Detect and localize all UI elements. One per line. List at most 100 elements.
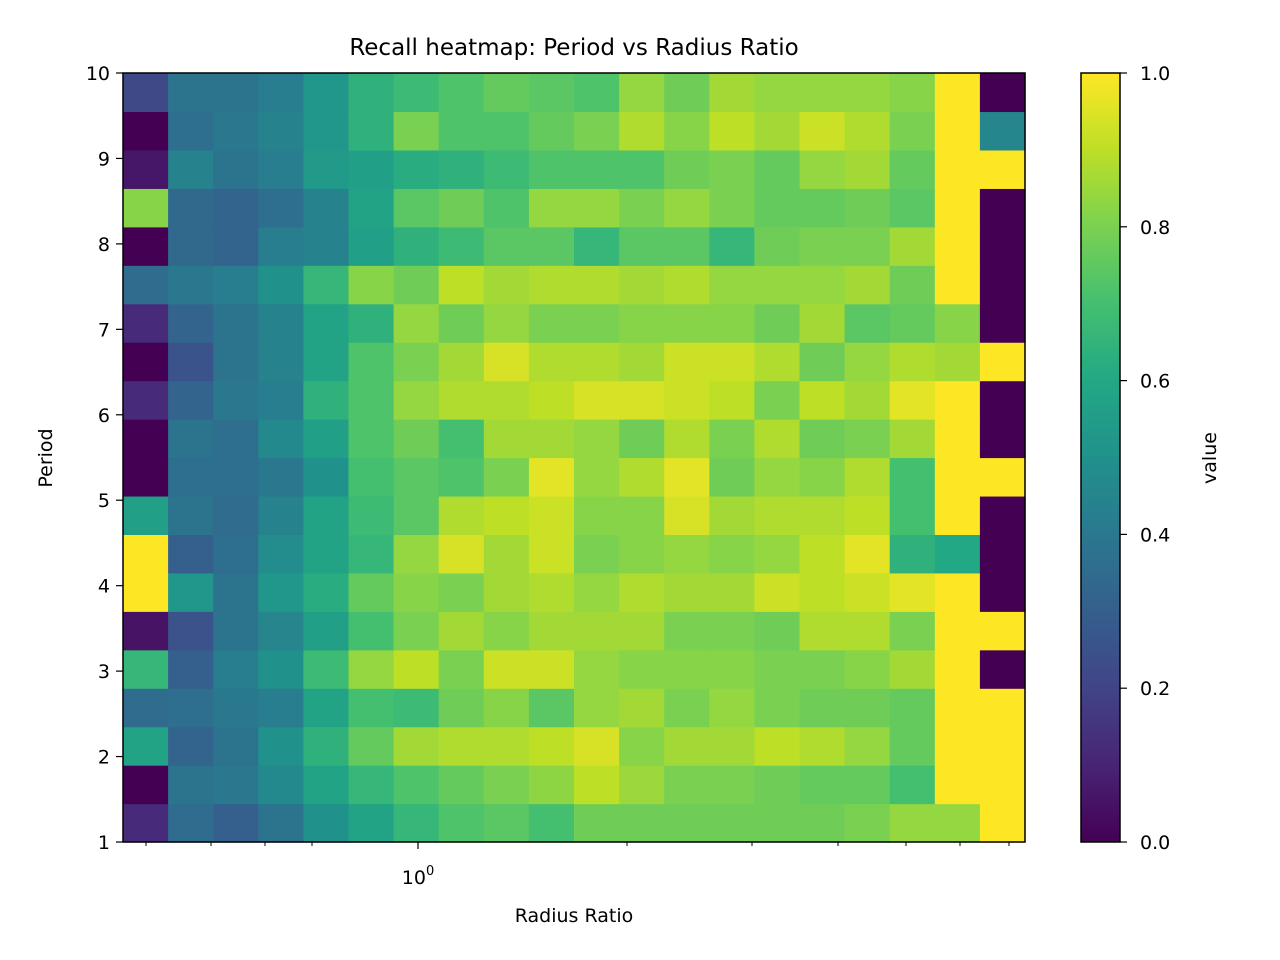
heatmap-cell <box>934 226 981 266</box>
heatmap-cell <box>979 803 1026 843</box>
heatmap-cell <box>709 342 755 382</box>
heatmap-cell <box>934 188 981 228</box>
heatmap-cell <box>619 303 665 343</box>
heatmap-cell <box>483 765 530 805</box>
heatmap-cell <box>258 611 304 651</box>
heatmap-cell <box>619 572 665 612</box>
heatmap-cell <box>348 495 395 535</box>
heatmap-cell <box>844 149 891 189</box>
heatmap-cell <box>799 419 846 459</box>
heatmap-cell <box>123 342 169 382</box>
heatmap-cell <box>664 303 710 343</box>
heatmap-cell <box>438 534 485 574</box>
heatmap-cell <box>619 457 665 497</box>
heatmap-cell <box>619 149 665 189</box>
heatmap-cell <box>528 342 575 382</box>
heatmap-cell <box>213 726 259 766</box>
heatmap-cell <box>348 419 395 459</box>
heatmap-cell <box>979 765 1026 805</box>
heatmap-cell <box>348 111 395 151</box>
y-tick-label: 3 <box>98 661 110 683</box>
heatmap-cell <box>664 457 710 497</box>
heatmap-cell <box>213 572 259 612</box>
heatmap-cell <box>664 765 710 805</box>
heatmap-cell <box>213 265 259 305</box>
heatmap-cell <box>123 765 169 805</box>
heatmap-cell <box>889 303 936 343</box>
heatmap-cell <box>799 611 846 651</box>
chart-title: Recall heatmap: Period vs Radius Ratio <box>349 35 798 61</box>
heatmap-cell <box>528 265 575 305</box>
heatmap-cell <box>258 342 304 382</box>
heatmap-cell <box>303 803 350 843</box>
heatmap-cell <box>664 572 710 612</box>
heatmap-cell <box>393 265 440 305</box>
heatmap-cell <box>528 303 575 343</box>
heatmap-cell <box>799 534 846 574</box>
heatmap-cell <box>619 495 665 535</box>
heatmap-cell <box>168 342 214 382</box>
colorbar-tick-label: 0.0 <box>1140 832 1170 854</box>
heatmap-cell <box>258 726 304 766</box>
heatmap-cell <box>619 688 665 728</box>
heatmap-cell <box>979 342 1026 382</box>
heatmap-cell <box>303 303 350 343</box>
heatmap-cell <box>528 572 575 612</box>
heatmap-cell <box>438 649 485 689</box>
heatmap-cell <box>619 611 665 651</box>
heatmap-cell <box>619 765 665 805</box>
heatmap-cell <box>528 419 575 459</box>
heatmap-cell <box>619 265 665 305</box>
heatmap-cell <box>799 265 846 305</box>
heatmap-cell <box>574 342 620 382</box>
heatmap-cell <box>393 111 440 151</box>
heatmap-cell <box>574 572 620 612</box>
heatmap-cell <box>348 265 395 305</box>
heatmap-cell <box>303 73 350 113</box>
heatmap-cell <box>889 380 936 420</box>
heatmap-cell <box>303 149 350 189</box>
heatmap-cell <box>438 226 485 266</box>
heatmap-cell <box>348 649 395 689</box>
heatmap-cell <box>754 149 801 189</box>
heatmap-cell <box>483 149 530 189</box>
heatmap-cell <box>168 726 214 766</box>
heatmap-cell <box>574 73 620 113</box>
heatmap-cell <box>483 419 530 459</box>
heatmap-cell <box>348 688 395 728</box>
heatmap-cell <box>979 419 1026 459</box>
heatmap-cell <box>979 688 1026 728</box>
heatmap-cell <box>619 188 665 228</box>
heatmap-cell <box>123 265 169 305</box>
heatmap-cell <box>258 419 304 459</box>
heatmap-cell <box>123 419 169 459</box>
heatmap-cell <box>664 803 710 843</box>
heatmap-cell <box>844 649 891 689</box>
heatmap-cell <box>844 73 891 113</box>
heatmap-cell <box>123 726 169 766</box>
heatmap-cell <box>889 688 936 728</box>
heatmap-cell <box>438 111 485 151</box>
heatmap-cell <box>483 534 530 574</box>
heatmap-cell <box>483 342 530 382</box>
heatmap-cell <box>528 726 575 766</box>
heatmap-cell <box>168 803 214 843</box>
heatmap-cell <box>574 803 620 843</box>
heatmap-cell <box>123 611 169 651</box>
heatmap-cell <box>303 380 350 420</box>
x-tick-label-major: 100 <box>402 864 434 889</box>
heatmap-cell <box>438 495 485 535</box>
heatmap-cell <box>934 649 981 689</box>
heatmap-cell <box>799 149 846 189</box>
heatmap-cell <box>483 226 530 266</box>
heatmap-cell <box>168 419 214 459</box>
heatmap-cell <box>213 188 259 228</box>
heatmap-cell <box>709 726 755 766</box>
heatmap-cell <box>709 265 755 305</box>
heatmap-cell <box>844 495 891 535</box>
heatmap-cell <box>799 342 846 382</box>
colorbar-tick-label: 1.0 <box>1140 63 1170 85</box>
heatmap-cell <box>889 649 936 689</box>
heatmap-cell <box>258 73 304 113</box>
colorbar-tick-label: 0.4 <box>1140 524 1170 546</box>
